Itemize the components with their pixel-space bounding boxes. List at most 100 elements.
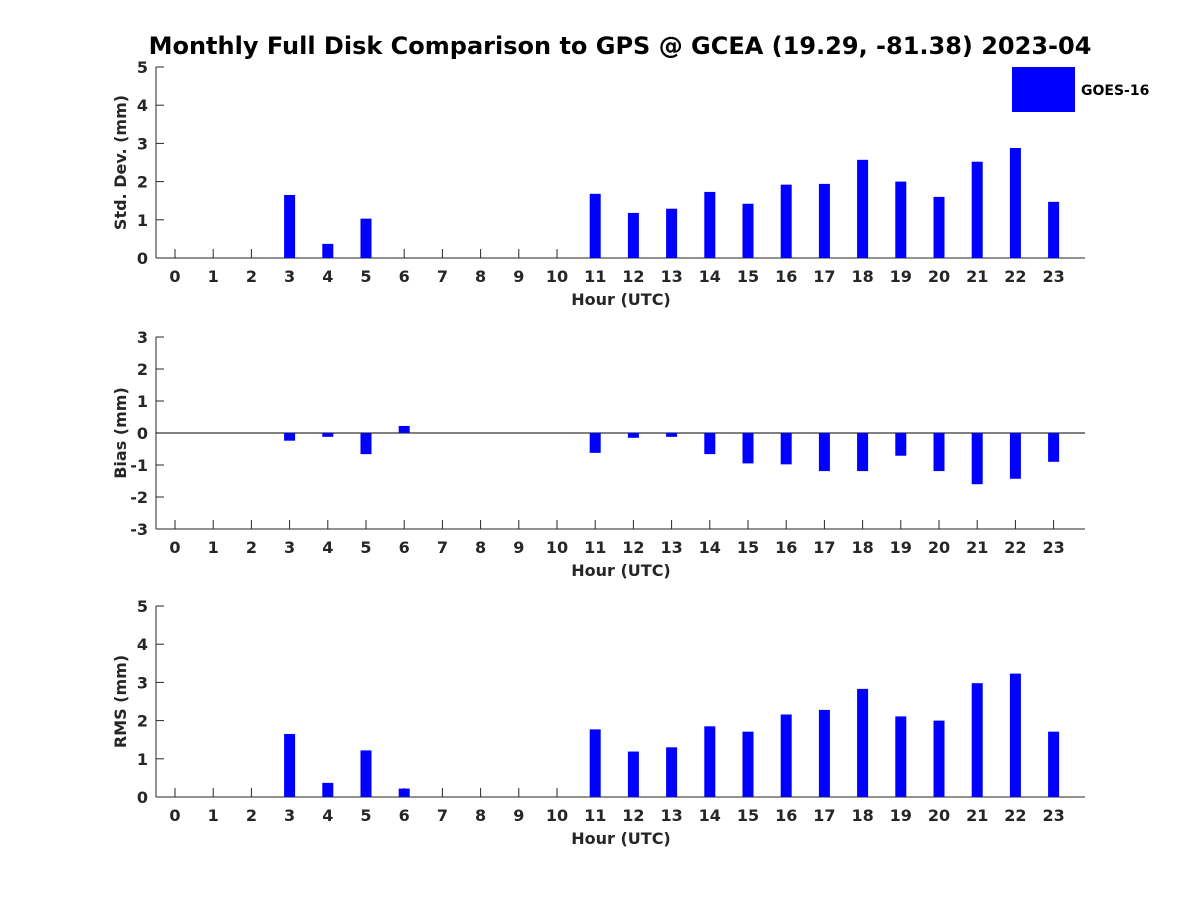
std-dev-y-axis-label: Std. Dev. (mm) [111,95,130,230]
rms-bar-hour-5 [360,750,372,797]
std-dev-x-tick-label: 9 [513,267,524,286]
std-dev-y-tick-label: 0 [137,249,148,268]
rms-x-tick-label: 6 [399,806,410,825]
bias-x-tick-label: 20 [928,538,950,557]
rms-x-tick-label: 13 [660,806,682,825]
std-dev-bar-hour-4 [322,243,334,258]
bias-y-tick-label: 3 [137,328,148,347]
rms-bar-hour-4 [322,782,334,797]
std-dev-x-tick-label: 0 [169,267,180,286]
rms-x-tick-label: 4 [322,806,333,825]
bias-bar-hour-11 [589,433,601,453]
bias-x-tick-label: 8 [475,538,486,557]
rms-x-tick-label: 19 [890,806,912,825]
bias-x-tick-label: 16 [775,538,797,557]
rms-x-tick-label: 5 [360,806,371,825]
bias-x-tick-label: 13 [660,538,682,557]
rms-bar-hour-18 [857,688,869,797]
std-dev-bar-hour-22 [1009,147,1021,258]
std-dev-y-tick-label: 4 [137,96,148,115]
rms-x-axis-label: Hour (UTC) [571,829,671,848]
std-dev-bar-hour-13 [666,208,678,258]
std-dev-x-tick-label: 13 [660,267,682,286]
rms-y-tick-label: 3 [137,673,148,692]
rms-y-tick-label: 5 [137,597,148,616]
legend-label-goes-16: GOES-16 [1081,83,1149,99]
std-dev-bar-hour-14 [704,191,716,258]
bias-x-tick-label: 14 [699,538,721,557]
rms-x-tick-label: 16 [775,806,797,825]
std-dev-x-tick-label: 12 [622,267,644,286]
bias-bar-hour-21 [971,433,983,485]
rms-y-axis-label: RMS (mm) [111,655,130,748]
bias-bar-hour-19 [895,433,907,456]
bias-bar-hour-3 [284,433,296,441]
rms-x-tick-label: 23 [1042,806,1064,825]
rms-x-tick-label: 12 [622,806,644,825]
rms-y-tick-label: 2 [137,712,148,731]
rms-x-tick-label: 9 [513,806,524,825]
std-dev-x-tick-label: 3 [284,267,295,286]
bias-bar-hour-4 [322,433,334,437]
bias-x-tick-label: 11 [584,538,606,557]
std-dev-bar-hour-12 [627,212,639,258]
bias-bar-hour-12 [627,433,639,438]
rms-bar-hour-23 [1048,731,1060,797]
rms-bar-hour-16 [780,714,792,797]
std-dev-x-axis-label: Hour (UTC) [571,290,671,309]
rms-x-tick-label: 0 [169,806,180,825]
std-dev-x-tick-label: 18 [851,267,873,286]
std-dev-x-tick-label: 6 [399,267,410,286]
bias-x-tick-label: 22 [1004,538,1026,557]
rms-x-tick-label: 15 [737,806,759,825]
bias-bar-hour-16 [780,433,792,465]
rms-bar-hour-22 [1009,673,1021,797]
std-dev-bar-hour-21 [971,161,983,258]
rms-bar-hour-15 [742,731,754,797]
rms-bar-hour-11 [589,729,601,797]
bias-y-tick-label: -3 [130,520,148,539]
std-dev-bar-hour-17 [818,183,830,258]
std-dev-x-tick-label: 4 [322,267,333,286]
rms-bar-hour-19 [895,716,907,797]
rms-x-tick-label: 20 [928,806,950,825]
bias-bar-hour-5 [360,433,372,455]
bias-x-axis-label: Hour (UTC) [571,561,671,580]
rms-bar-hour-13 [666,747,678,797]
std-dev-x-tick-label: 8 [475,267,486,286]
std-dev-bar-hour-15 [742,203,754,258]
rms-y-tick-label: 4 [137,635,148,654]
rms-y-tick-label: 1 [137,750,148,769]
bias-bar-hour-17 [818,433,830,472]
rms-x-tick-label: 11 [584,806,606,825]
std-dev-x-tick-label: 10 [546,267,568,286]
bias-x-tick-label: 3 [284,538,295,557]
rms-bar-hour-17 [818,709,830,797]
bias-x-tick-label: 18 [851,538,873,557]
bias-x-tick-label: 21 [966,538,988,557]
rms-x-tick-label: 8 [475,806,486,825]
bias-x-tick-label: 9 [513,538,524,557]
std-dev-bar-hour-3 [284,194,296,258]
bias-y-axis-label: Bias (mm) [111,387,130,479]
bias-y-tick-label: 1 [137,392,148,411]
legend: GOES-16 [1012,67,1149,112]
rms-bar-hour-12 [627,751,639,797]
bias-x-tick-label: 10 [546,538,568,557]
bias-x-tick-label: 4 [322,538,333,557]
std-dev-bar-hour-19 [895,181,907,258]
bias-y-tick-label: 0 [137,424,148,443]
bias-x-tick-label: 17 [813,538,835,557]
rms-x-tick-label: 7 [437,806,448,825]
bias-x-tick-label: 19 [890,538,912,557]
std-dev-y-tick-label: 3 [137,134,148,153]
rms-x-tick-label: 21 [966,806,988,825]
std-dev-x-tick-label: 19 [890,267,912,286]
std-dev-x-tick-label: 14 [699,267,721,286]
chart-title: Monthly Full Disk Comparison to GPS @ GC… [149,32,1092,60]
std-dev-x-tick-label: 2 [246,267,257,286]
std-dev-y-tick-label: 5 [137,58,148,77]
